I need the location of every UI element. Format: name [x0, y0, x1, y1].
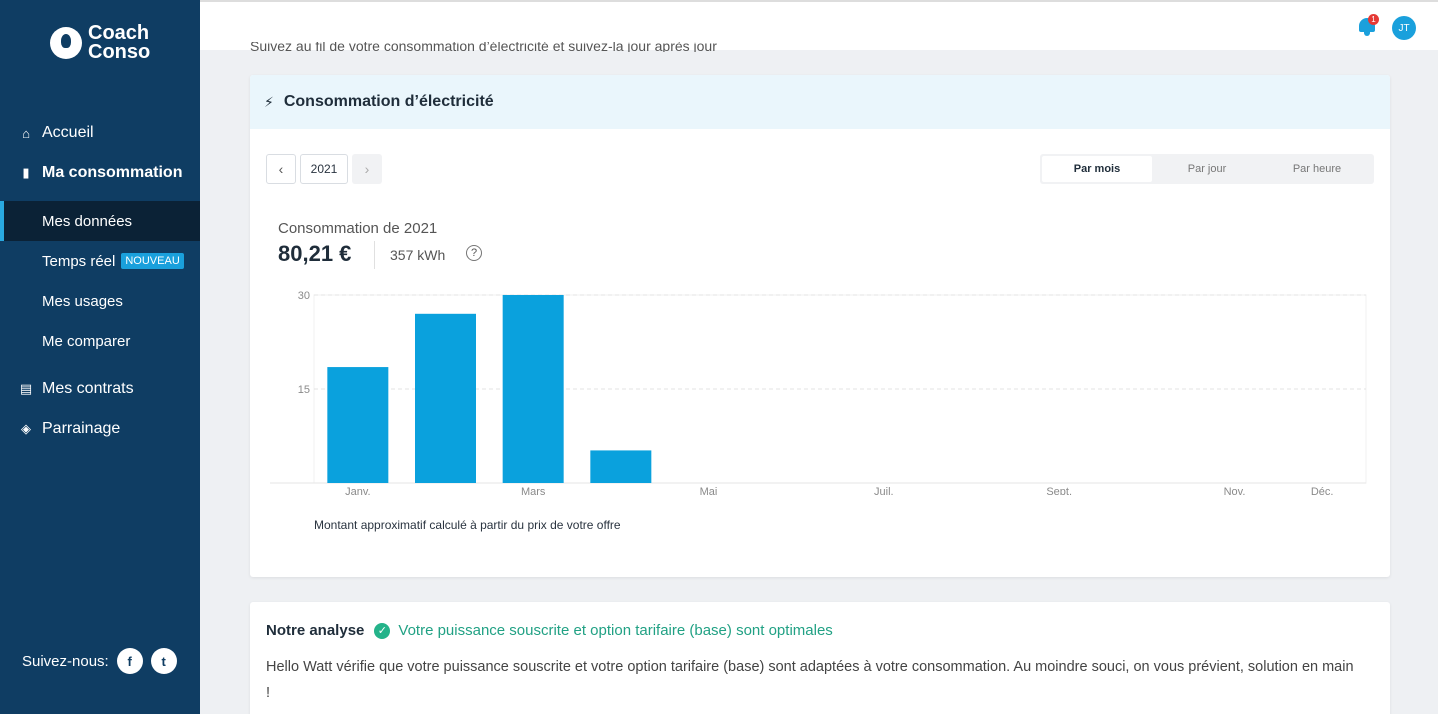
social-label: Suivez-nous: [22, 652, 109, 670]
notification-count: 1 [1368, 14, 1379, 25]
y-tick-label-30: 30 [298, 290, 310, 302]
brand-logo[interactable]: Coach Conso [50, 22, 151, 63]
bar-Févr. [415, 313, 476, 483]
sidebar-item-parrainage[interactable]: ◈ Parrainage [0, 409, 200, 449]
lightning-icon: ⚡ [264, 93, 274, 110]
home-icon: ⌂ [22, 125, 30, 141]
y-tick-label-15: 15 [298, 384, 310, 396]
sidebar-nav: ⌂ Accueil ▮ Ma consommation Mes données … [0, 113, 200, 449]
sidebar-subitem-label: Me comparer [42, 332, 131, 350]
bar-Janv. [327, 367, 389, 483]
consumption-kwh: 357 kWh [390, 247, 446, 263]
divider [374, 241, 375, 269]
bar-Avr. [590, 450, 652, 483]
twitter-icon[interactable]: t [150, 648, 177, 674]
sidebar-subitem-label: Temps réel [42, 252, 116, 270]
top-bar: 1 JT [200, 0, 1438, 50]
analysis-title: Notre analyse [266, 622, 365, 639]
x-tick-label-Déc.: Déc. [1311, 486, 1334, 495]
notification-bell-icon[interactable]: 1 [1358, 14, 1379, 36]
card-title: Consommation d’électricité [283, 93, 494, 110]
document-icon: ▤ [19, 381, 33, 396]
sidebar-subitem-temps-reel[interactable]: Temps réel NOUVEAU [0, 241, 200, 281]
sidebar-subitem-label: Mes données [42, 212, 133, 230]
analysis-status: Votre puissance souscrite et option tari… [398, 622, 833, 639]
lightbulb-icon [50, 27, 82, 59]
sidebar-item-mes-contrats[interactable]: ▤ Mes contrats [0, 369, 200, 409]
tab-par-jour[interactable]: Par jour [1187, 163, 1227, 175]
help-icon[interactable]: ? [466, 245, 482, 261]
sidebar-subitem-label: Mes usages [42, 292, 123, 310]
x-tick-label-Mai: Mai [700, 486, 718, 495]
x-tick-label-Juil.: Juil. [874, 486, 894, 495]
sidebar-item-accueil[interactable]: ⌂ Accueil [0, 113, 200, 153]
monthly-consumption-chart: 15 30 Janv. Mars Mai Juil. Sept. Nov. Déc. [270, 290, 1367, 495]
page-subtitle: Suivez au fil de votre consommation d’él… [250, 42, 717, 52]
x-tick-label-Janv.: Janv. [345, 486, 370, 495]
bar-chart-icon: ▮ [22, 165, 30, 180]
period-toggle: Par mois Par jour Par heure [1040, 154, 1374, 184]
bar-Mars [502, 295, 564, 483]
sidebar-item-label: Ma consommation [42, 164, 183, 181]
card-header: ⚡ Consommation d’électricité [250, 75, 1390, 129]
social-links: Suivez-nous: f t [22, 648, 177, 674]
x-tick-label-Mars: Mars [521, 486, 546, 495]
sidebar-subitem-me-comparer[interactable]: Me comparer [0, 321, 200, 361]
consumption-title: Consommation de 2021 [278, 220, 438, 237]
consumption-price: 80,21 € [278, 241, 352, 266]
analysis-text: Hello Watt vérifie que votre puissance s… [266, 659, 1354, 701]
tab-par-heure[interactable]: Par heure [1292, 163, 1342, 175]
facebook-icon[interactable]: f [116, 648, 143, 674]
user-avatar[interactable]: JT [1392, 16, 1416, 40]
handshake-icon: ◈ [21, 421, 31, 436]
year-selector[interactable]: 2021 [300, 154, 348, 184]
tab-par-mois[interactable]: Par mois [1042, 156, 1152, 182]
brand-line-1: Coach [88, 22, 150, 44]
consumption-card: ⚡ Consommation d’électricité ‹ 2021 › Pa… [250, 75, 1390, 577]
chart-note: Montant approximatif calculé à partir du… [314, 518, 621, 532]
year-navigation: ‹ 2021 › [266, 154, 382, 184]
sidebar: Coach Conso ⌂ Accueil ▮ Ma consommation … [0, 0, 200, 714]
sidebar-item-label: Accueil [42, 124, 94, 141]
sidebar-subitem-mes-usages[interactable]: Mes usages [0, 281, 200, 321]
x-tick-label-Nov.: Nov. [1224, 486, 1246, 495]
sidebar-subitem-mes-donnees[interactable]: Mes données [0, 201, 200, 241]
analysis-header: Notre analyse ✓ Votre puissance souscrit… [266, 622, 833, 639]
sidebar-item-ma-consommation[interactable]: ▮ Ma consommation [0, 153, 200, 193]
brand-line-2: Conso [88, 41, 151, 63]
next-year-button[interactable]: › [352, 154, 382, 184]
sidebar-item-label: Mes contrats [42, 380, 134, 397]
check-circle-icon: ✓ [374, 622, 391, 639]
analysis-card: Notre analyse ✓ Votre puissance souscrit… [250, 602, 1390, 714]
sidebar-item-label: Parrainage [42, 420, 121, 437]
x-tick-label-Sept.: Sept. [1046, 486, 1072, 495]
previous-year-button[interactable]: ‹ [266, 154, 296, 184]
new-badge: NOUVEAU [121, 253, 184, 269]
